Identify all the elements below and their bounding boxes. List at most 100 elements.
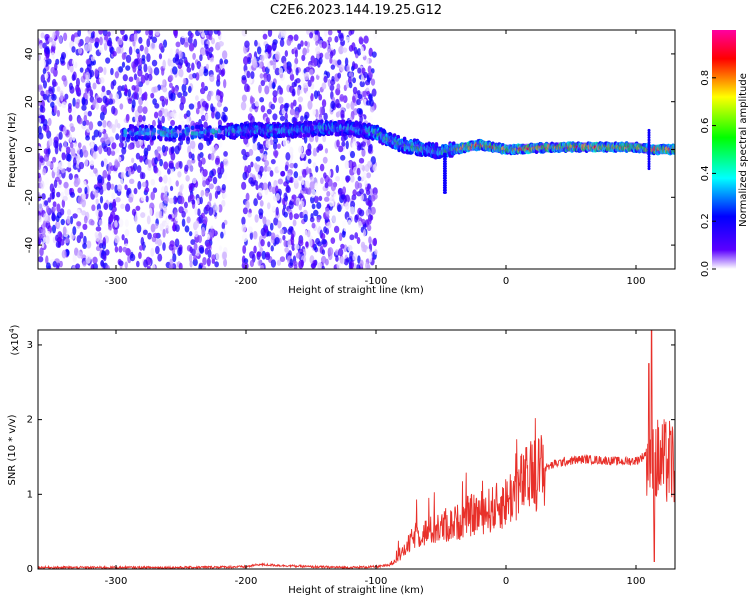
- noise-speck: [304, 230, 308, 237]
- noise-speck: [266, 231, 272, 237]
- ridge-mark: [157, 129, 161, 135]
- noise-speck: [291, 243, 296, 251]
- noise-speck: [197, 208, 201, 217]
- noise-speck: [124, 34, 128, 42]
- ridge-mark: [174, 125, 178, 131]
- ridge-mark: [158, 136, 163, 142]
- noise-speck: [222, 193, 228, 199]
- noise-speck: [58, 35, 63, 44]
- noise-speck: [353, 63, 359, 70]
- ridge-mark: [281, 133, 286, 138]
- noise-speck: [341, 141, 346, 147]
- noise-speck: [335, 249, 339, 256]
- noise-speck: [98, 210, 103, 218]
- noise-speck: [327, 36, 332, 43]
- noise-speck: [163, 205, 167, 212]
- noise-speck: [214, 261, 219, 268]
- noise-speck: [242, 171, 248, 181]
- ridge-mark: [130, 136, 135, 141]
- noise-speck: [219, 63, 225, 70]
- noise-speck: [266, 108, 272, 115]
- noise-speck: [337, 72, 342, 79]
- noise-speck: [212, 176, 218, 185]
- noise-speck: [284, 50, 288, 57]
- noise-speck: [99, 36, 103, 46]
- noise-speck: [202, 256, 207, 266]
- noise-speck: [279, 228, 285, 235]
- noise-speck: [244, 40, 250, 49]
- noise-speck: [124, 184, 128, 191]
- noise-speck: [262, 33, 268, 40]
- noise-speck: [350, 100, 355, 110]
- noise-speck: [53, 179, 58, 189]
- noise-speck: [289, 108, 296, 116]
- noise-speck: [71, 59, 76, 65]
- noise-speck: [260, 227, 266, 237]
- ridge-mark: [181, 136, 186, 141]
- noise-speck: [321, 238, 327, 245]
- noise-speck: [102, 95, 108, 104]
- noise-speck: [192, 177, 197, 184]
- noise-speck: [75, 209, 81, 215]
- noise-speck: [100, 104, 106, 113]
- noise-speck: [352, 77, 357, 84]
- noise-speck: [273, 137, 279, 144]
- ridge-mark: [144, 124, 148, 130]
- noise-speck: [320, 177, 324, 185]
- noise-speck: [45, 220, 51, 230]
- noise-speck: [302, 82, 309, 89]
- ridge-mark: [186, 127, 190, 133]
- noise-speck: [199, 65, 205, 73]
- noise-speck: [358, 157, 365, 164]
- noise-speck: [150, 191, 156, 201]
- noise-speck: [130, 34, 135, 42]
- noise-speck: [128, 196, 134, 203]
- noise-speck: [349, 234, 355, 241]
- noise-speck: [62, 195, 68, 202]
- noise-speck: [259, 73, 264, 79]
- noise-speck: [175, 180, 179, 187]
- noise-speck: [154, 223, 159, 229]
- noise-speck: [50, 52, 56, 59]
- noise-speck: [94, 30, 99, 39]
- noise-speck: [341, 230, 346, 238]
- noise-speck: [79, 67, 84, 73]
- noise-speck: [95, 102, 99, 110]
- noise-speck: [141, 92, 147, 100]
- noise-speck: [304, 180, 310, 190]
- noise-speck: [300, 200, 305, 208]
- noise-speck: [352, 253, 358, 261]
- noise-speck: [93, 167, 98, 174]
- noise-speck: [129, 253, 136, 262]
- noise-speck: [302, 47, 307, 56]
- noise-speck: [89, 171, 95, 177]
- noise-speck: [141, 172, 146, 180]
- noise-speck: [350, 30, 355, 35]
- colorbar-tick-label: 0.0: [700, 261, 711, 277]
- noise-speck: [366, 172, 372, 179]
- snr-scale-label: (x104): [8, 324, 21, 355]
- noise-speck: [339, 64, 345, 72]
- noise-speck: [370, 194, 376, 202]
- noise-speck: [308, 68, 314, 76]
- noise-speck: [75, 263, 81, 269]
- noise-speck: [195, 95, 199, 102]
- noise-speck: [38, 191, 41, 198]
- noise-speck: [304, 40, 308, 47]
- noise-speck: [143, 259, 148, 268]
- noise-speck: [259, 151, 264, 159]
- noise-speck: [81, 192, 87, 200]
- noise-speck: [137, 180, 142, 190]
- noise-speck: [340, 135, 347, 143]
- noise-speck: [169, 185, 174, 191]
- noise-speck: [107, 174, 111, 182]
- noise-speck: [295, 67, 299, 76]
- noise-speck: [342, 186, 347, 195]
- noise-speck: [133, 187, 138, 195]
- noise-speck: [164, 185, 169, 195]
- ridge-halo: [181, 127, 186, 138]
- noise-speck: [162, 86, 168, 93]
- noise-speck: [60, 218, 65, 226]
- noise-speck: [85, 58, 91, 65]
- noise-speck: [359, 188, 364, 195]
